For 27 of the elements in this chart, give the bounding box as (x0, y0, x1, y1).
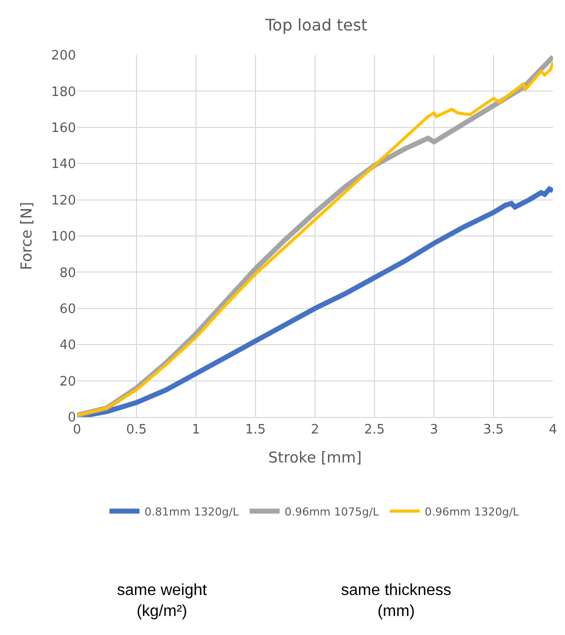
y-tick-label: 200 (51, 48, 76, 64)
y-tick-label: 0 (68, 410, 76, 426)
x-axis-title: Stroke [mm] (268, 448, 362, 467)
x-tick-label: 2.5 (364, 422, 385, 438)
x-tick-label: 1 (192, 422, 200, 438)
x-tick-label: 3.5 (483, 422, 504, 438)
y-tick-label: 140 (51, 157, 76, 172)
y-tick-label: 60 (59, 302, 76, 317)
legend-label: 0.96mm 1320g/L (424, 505, 520, 518)
y-tick-label: 80 (59, 266, 76, 281)
y-tick-label: 160 (51, 120, 76, 136)
y-tick-label: 180 (51, 84, 76, 100)
text: same thickness (mm) (341, 582, 452, 620)
x-tick-label: 1.5 (245, 422, 266, 438)
x-tick-label: 4 (548, 422, 558, 438)
y-tick-label: 20 (59, 374, 76, 390)
text: same weight (kg/m²) (117, 582, 208, 620)
x-tick-label: 3 (430, 422, 438, 438)
y-tick-label: 120 (51, 193, 76, 208)
x-tick-label: 2 (310, 422, 320, 438)
y-tick-label: 40 (59, 338, 76, 354)
y-axis-title: Force [N] (17, 202, 36, 270)
chart-title: Top load test (264, 15, 368, 34)
x-tick-label: 0.5 (126, 422, 147, 438)
legend-label: 0.96mm 1075g/L (284, 505, 380, 518)
y-tick-label: 100 (51, 230, 76, 245)
legend-label: 0.81mm 1320g/L (144, 505, 240, 518)
